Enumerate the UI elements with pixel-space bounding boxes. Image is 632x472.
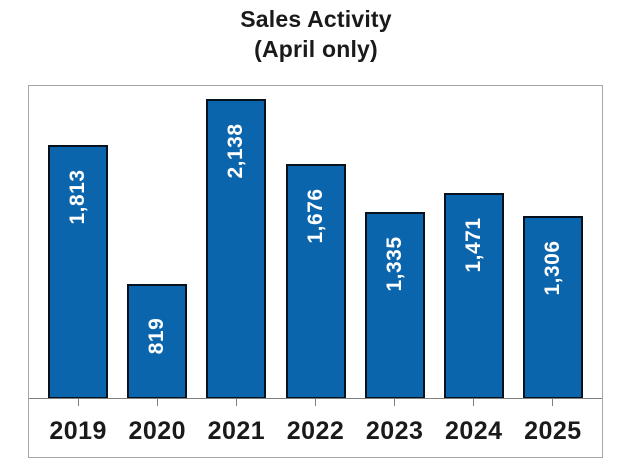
bar-value-label: 2,138	[224, 123, 248, 179]
bar-group-2025: 1,306 2025	[522, 86, 583, 457]
x-axis-label: 2023	[365, 417, 424, 445]
bar-value-label: 1,335	[382, 236, 406, 292]
bar-2025: 1,306	[522, 216, 583, 399]
axis-tick	[156, 399, 158, 406]
bar-value-label: 819	[145, 317, 169, 355]
bar-2022: 1,676	[285, 164, 346, 399]
bar-series: 1,813 2019 819 2020 2,138 2021 1,676 2022 1,335 2…	[29, 86, 602, 457]
x-axis-label: 2022	[286, 417, 345, 445]
axis-tick	[77, 399, 79, 406]
bar-value-label: 1,471	[461, 217, 485, 273]
x-axis-label: 2024	[444, 417, 503, 445]
chart-title: Sales Activity	[240, 6, 392, 32]
bar-group-2022: 1,676 2022	[285, 86, 346, 457]
plot-area: 1,813 2019 819 2020 2,138 2021 1,676 2022 1,335 2…	[28, 85, 603, 458]
axis-tick	[394, 399, 396, 406]
x-axis-label: 2021	[207, 417, 266, 445]
axis-tick	[315, 399, 316, 406]
x-axis-line	[29, 398, 602, 399]
bar-value-label: 1,813	[66, 169, 90, 225]
bar-2021: 2,138	[206, 99, 267, 399]
bar-2019: 1,813	[48, 145, 109, 399]
bar-group-2020: 819 2020	[127, 86, 188, 457]
bar-2023: 1,335	[364, 212, 425, 399]
bar-group-2023: 1,335 2023	[364, 86, 425, 457]
x-axis-label: 2020	[128, 417, 187, 445]
axis-tick	[235, 399, 237, 406]
x-axis-label: 2019	[49, 417, 107, 445]
bar-2024: 1,471	[443, 193, 504, 399]
bar-value-label: 1,676	[303, 188, 327, 244]
bar-value-label: 1,306	[540, 240, 564, 296]
x-axis-label: 2025	[524, 417, 582, 445]
bar-2020: 819	[127, 284, 188, 399]
axis-tick	[473, 399, 475, 406]
bar-group-2019: 1,813 2019	[48, 86, 109, 457]
axis-tick	[552, 399, 554, 406]
chart-title-block: Sales Activity (April only)	[0, 4, 632, 64]
chart-subtitle: (April only)	[254, 36, 378, 62]
bar-group-2021: 2,138 2021	[206, 86, 267, 457]
bar-group-2024: 1,471 2024	[443, 86, 504, 457]
